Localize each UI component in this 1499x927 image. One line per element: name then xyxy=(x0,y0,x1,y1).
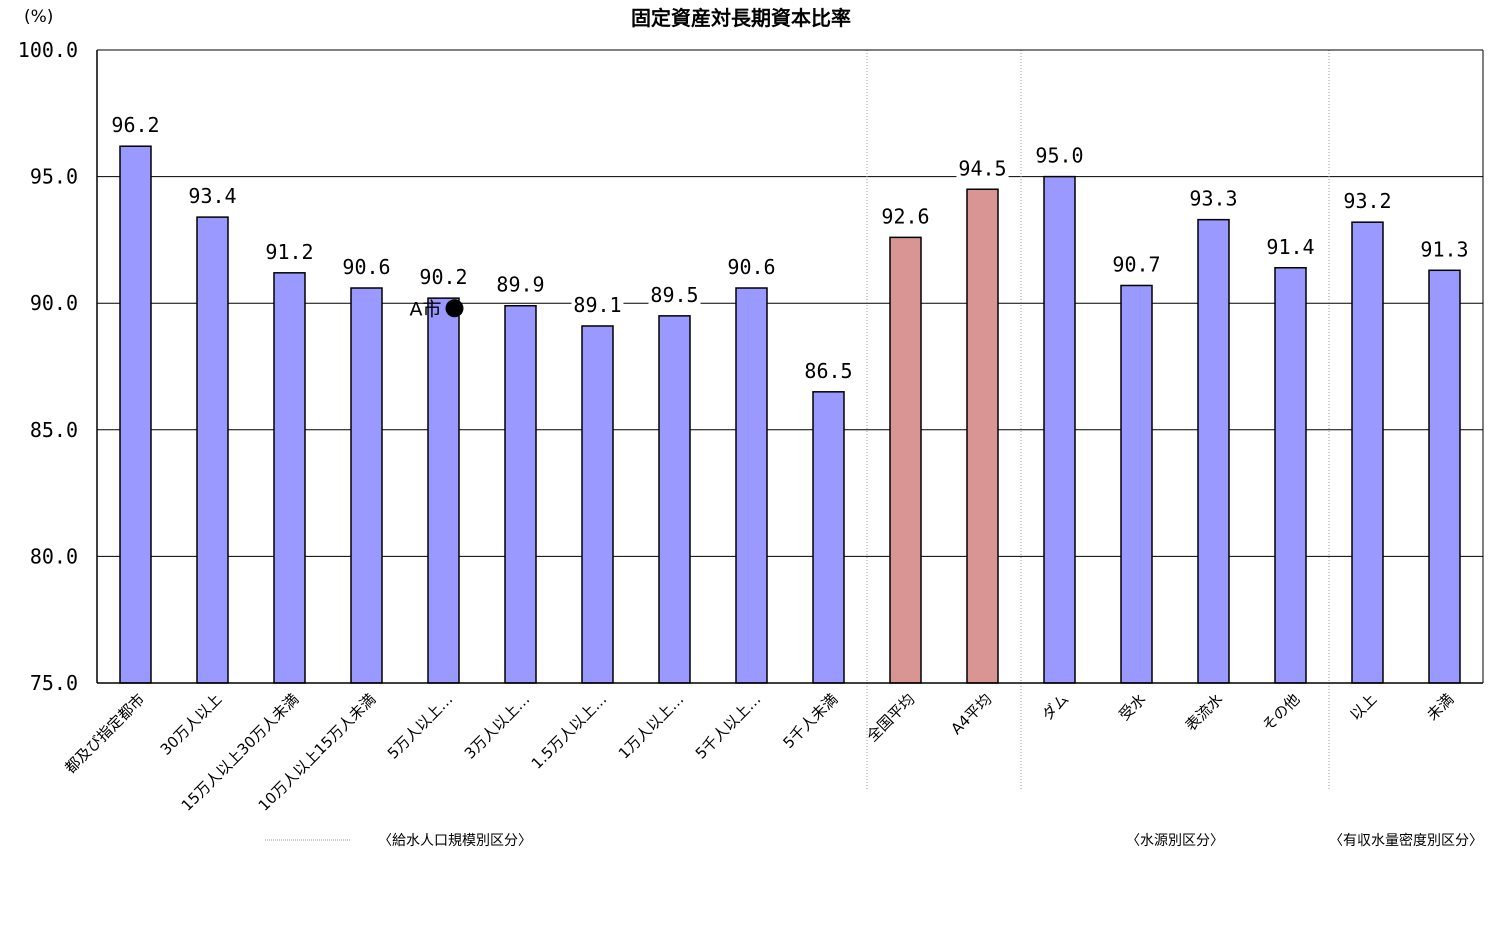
marker-label: A市 xyxy=(410,298,442,320)
bar xyxy=(1120,284,1153,684)
category-label: 未満 xyxy=(1423,690,1457,724)
data-label: 89.9 xyxy=(496,273,544,297)
bar xyxy=(812,391,845,684)
bars-layer xyxy=(119,145,1461,684)
bar xyxy=(1274,267,1307,684)
category-label: 5万人以上… xyxy=(384,690,457,763)
data-label: 92.6 xyxy=(881,204,929,228)
y-tick-label: 75.0 xyxy=(30,671,78,695)
category-label: A4平均 xyxy=(947,690,995,738)
category-label: 以上 xyxy=(1346,690,1380,724)
data-label: 90.2 xyxy=(419,265,467,289)
category-label: 1万人以上… xyxy=(615,690,688,763)
bar xyxy=(966,188,999,684)
data-label-background xyxy=(417,262,470,291)
marker-dot xyxy=(445,299,464,318)
data-label: 93.2 xyxy=(1343,189,1391,213)
bar xyxy=(1043,175,1076,684)
axes xyxy=(96,49,1484,684)
bar xyxy=(581,325,614,684)
category-label: 受水 xyxy=(1115,690,1149,724)
data-label: 93.3 xyxy=(1189,187,1237,211)
category-label: 5千人未満 xyxy=(779,690,841,752)
y-tick-label: 95.0 xyxy=(30,165,78,189)
group-labels: 〈給水人口規模別区分〉 〈水源別区分〉 〈有収水量密度別区分〉 xyxy=(265,832,1483,849)
data-label-background xyxy=(1110,249,1163,278)
data-label-background xyxy=(109,110,162,139)
data-label: 90.6 xyxy=(342,255,390,279)
data-label-background xyxy=(648,279,701,308)
data-label-background xyxy=(186,181,239,210)
data-label-background xyxy=(879,201,932,230)
bar xyxy=(658,315,691,684)
data-label-background xyxy=(1033,140,1086,169)
bar xyxy=(350,287,383,684)
data-label: 96.2 xyxy=(111,113,159,137)
y-tick-labels: 100.0 95.0 90.0 85.0 80.0 75.0 xyxy=(18,38,78,695)
data-label: 89.1 xyxy=(573,293,621,317)
data-label-background xyxy=(1264,231,1317,260)
data-label: 91.2 xyxy=(265,240,313,264)
data-label: 95.0 xyxy=(1035,144,1083,168)
data-label: 93.4 xyxy=(188,184,236,208)
group-label: 〈給水人口規模別区分〉 xyxy=(378,833,532,849)
bar xyxy=(119,145,152,684)
bar xyxy=(1428,269,1461,684)
data-label-background xyxy=(956,153,1009,182)
data-label: 89.5 xyxy=(650,283,698,307)
data-label: 91.4 xyxy=(1266,235,1314,259)
category-label: 30万人以上 xyxy=(157,690,226,759)
category-label: 全国平均 xyxy=(863,690,918,745)
data-label-background xyxy=(1418,234,1471,263)
y-tick-label: 85.0 xyxy=(30,418,78,442)
data-label-background xyxy=(1341,186,1394,215)
data-label: 90.7 xyxy=(1112,252,1160,276)
data-label: 90.6 xyxy=(727,255,775,279)
data-label: 94.5 xyxy=(958,156,1006,180)
bar xyxy=(1351,221,1384,684)
category-label: 3万人以上… xyxy=(461,690,534,763)
y-axis-unit-label: (%) xyxy=(24,7,53,27)
category-label: ダム xyxy=(1038,690,1072,724)
category-label: 都及び指定都市 xyxy=(61,690,148,777)
bar xyxy=(196,216,229,684)
data-label: 86.5 xyxy=(804,359,852,383)
data-label-background xyxy=(571,289,624,318)
value-labels-layer: 96.2 93.4 91.2 90.6 90.2 89.9 89.1 89.5 90.6 86.5… xyxy=(109,110,1471,384)
bar xyxy=(273,272,306,684)
bar xyxy=(889,236,922,684)
city-marker: A市 xyxy=(410,298,464,320)
group-separators xyxy=(866,50,1330,790)
group-label: 〈有収水量密度別区分〉 xyxy=(1329,832,1483,849)
data-label-background xyxy=(725,252,778,281)
bar xyxy=(504,304,537,684)
y-tick-label: 90.0 xyxy=(30,291,78,315)
bar xyxy=(735,287,768,684)
data-label-background xyxy=(494,269,547,298)
data-label: 91.3 xyxy=(1420,237,1468,261)
data-label-background xyxy=(263,236,316,265)
category-label: 1.5万人以上… xyxy=(528,690,611,773)
bar xyxy=(1197,218,1230,684)
group-label: 〈水源別区分〉 xyxy=(1126,833,1224,849)
category-label: その他 xyxy=(1259,690,1304,735)
y-tick-label: 80.0 xyxy=(30,544,78,568)
chart-title: 固定資産対長期資本比率 xyxy=(631,6,851,30)
data-label-background xyxy=(340,252,393,281)
data-label-background xyxy=(802,355,855,384)
y-tick-label: 100.0 xyxy=(18,38,78,62)
bar xyxy=(427,297,460,684)
category-label: 5千人以上… xyxy=(692,690,765,763)
data-label-background xyxy=(1187,183,1240,212)
category-label: 表流水 xyxy=(1182,690,1227,735)
